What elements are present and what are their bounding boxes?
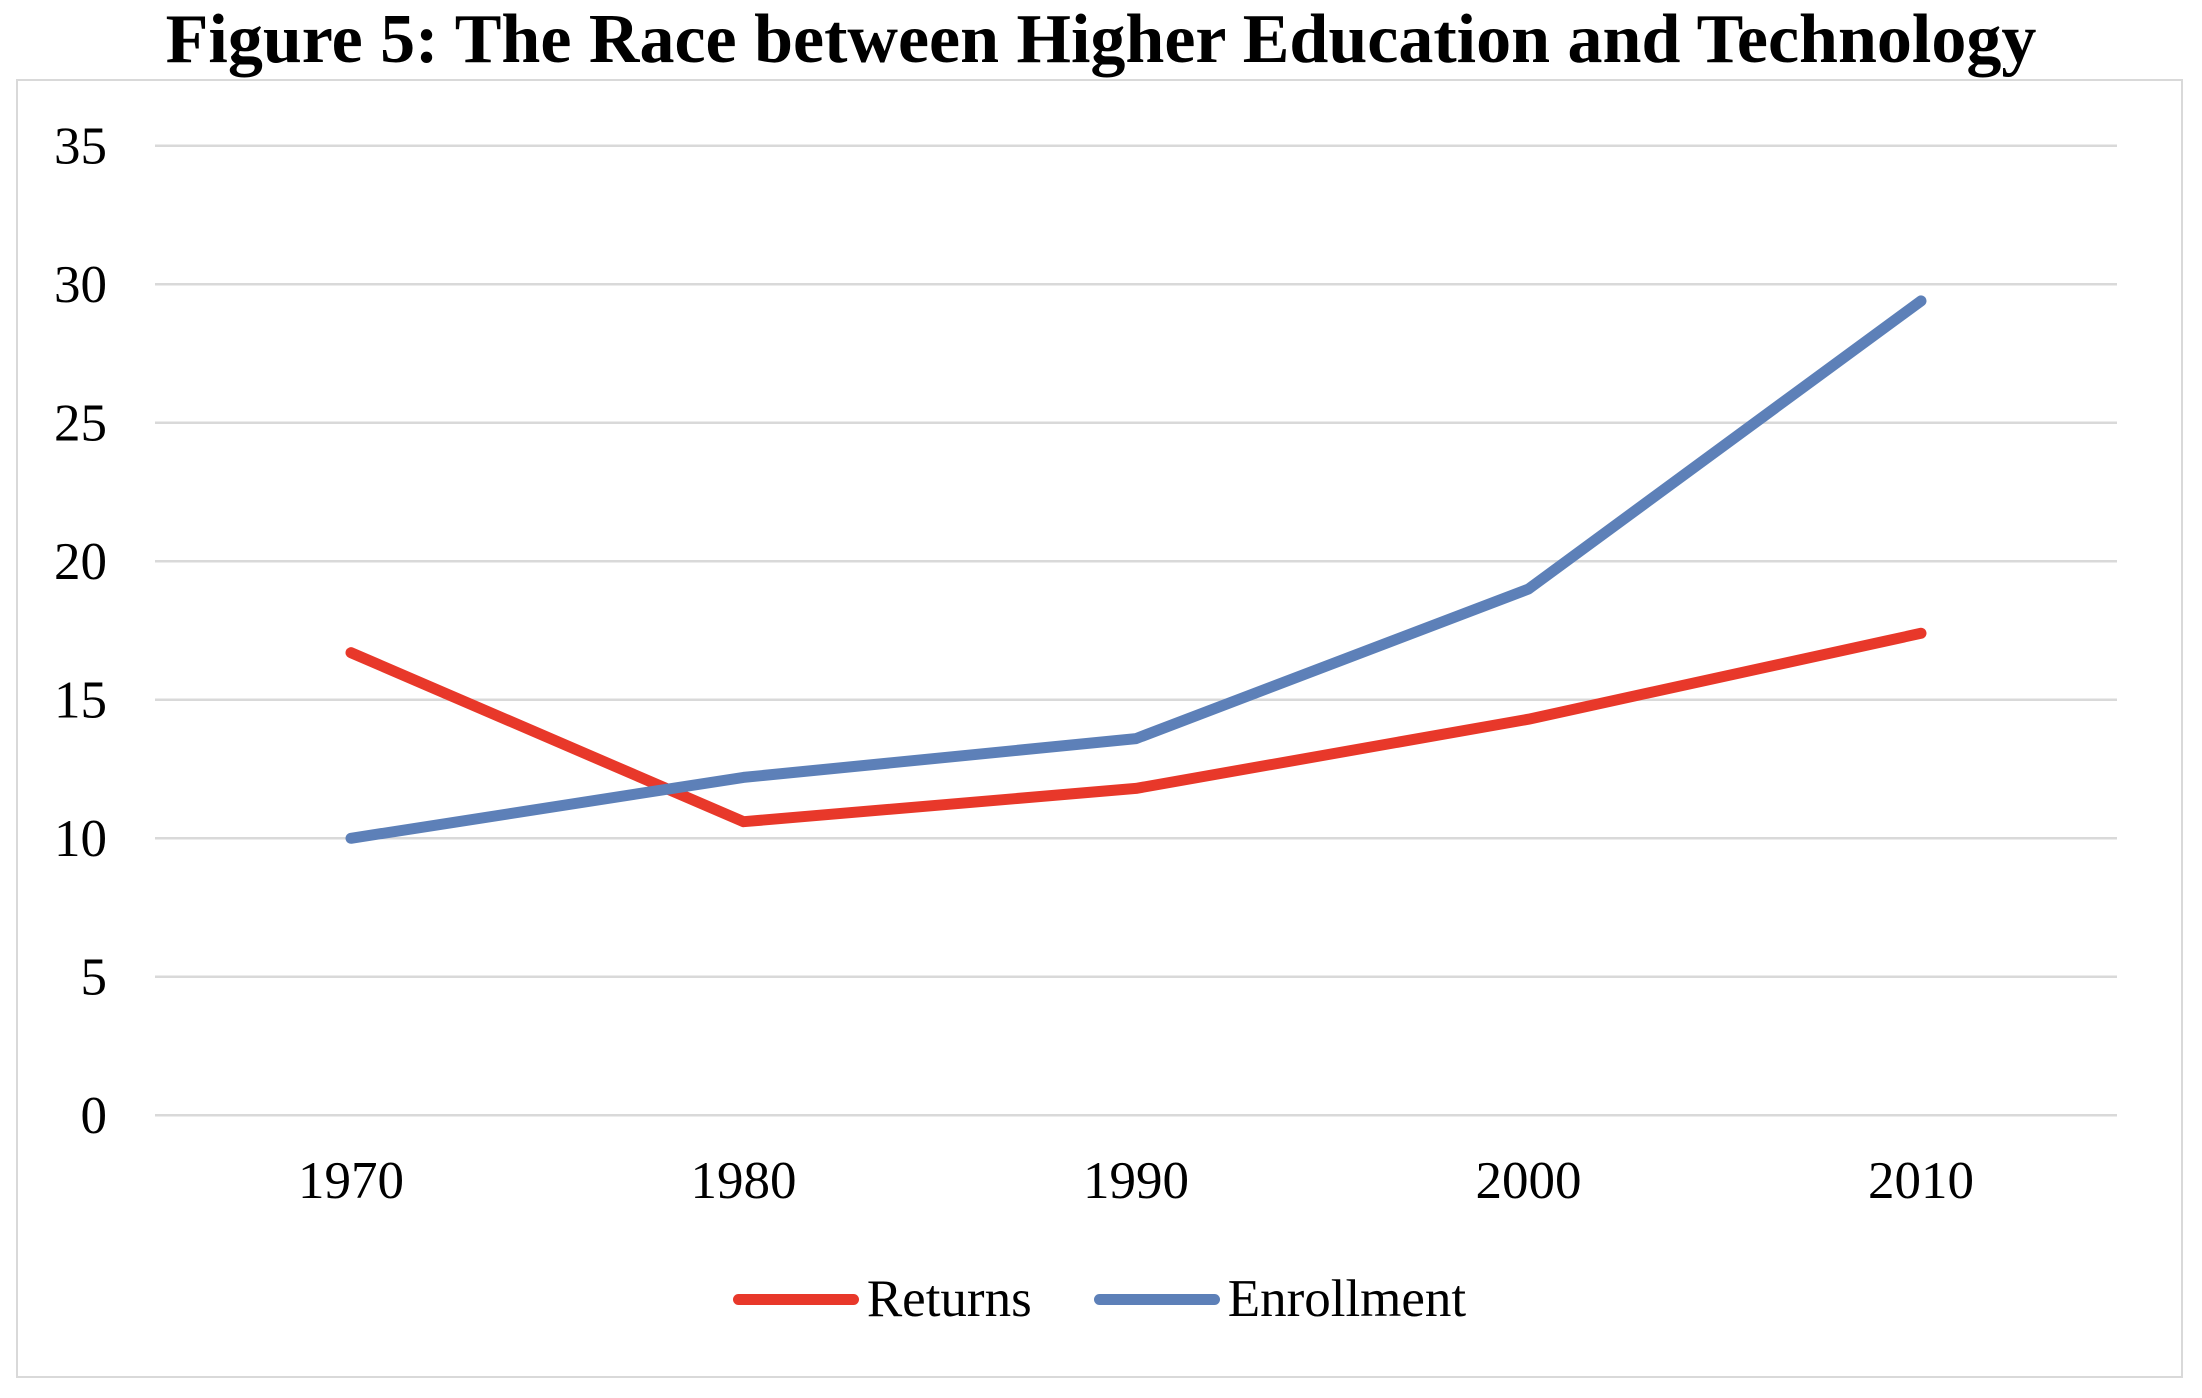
y-axis-tick-label: 0 bbox=[81, 1087, 108, 1145]
y-axis-tick-label: 25 bbox=[54, 394, 107, 452]
x-axis-tick-label: 1990 bbox=[1083, 1152, 1189, 1210]
enrollment-line-swatch-icon bbox=[1093, 1293, 1220, 1305]
legend-label-returns: Returns bbox=[866, 1269, 1032, 1328]
y-axis-tick-label: 35 bbox=[54, 117, 107, 175]
returns-line bbox=[345, 627, 1927, 828]
y-axis-tick-label: 10 bbox=[54, 810, 107, 868]
legend-label-enrollment: Enrollment bbox=[1227, 1269, 1467, 1328]
x-axis-tick-label: 1980 bbox=[691, 1152, 797, 1210]
chart-title: Figure 5: The Race between Higher Educat… bbox=[165, 1, 2037, 78]
y-axis-tick-label: 15 bbox=[54, 671, 107, 729]
enrollment-line bbox=[345, 295, 1927, 844]
legend-item-enrollment: Enrollment bbox=[1093, 1269, 1467, 1328]
x-axis-tick-label: 2000 bbox=[1476, 1152, 1582, 1210]
x-axis-tick-label: 1970 bbox=[298, 1152, 404, 1210]
chart-legend: Returns Enrollment bbox=[18, 1271, 2181, 1327]
legend-item-returns: Returns bbox=[732, 1269, 1032, 1328]
y-axis-tick-label: 20 bbox=[54, 533, 107, 591]
x-axis-tick-label: 2010 bbox=[1868, 1152, 1974, 1210]
chart-figure: 0 5 10 15 20 25 30 35 1970 1980 1990 2000 2010 Retur… bbox=[16, 79, 2183, 1378]
returns-line-swatch-icon bbox=[732, 1293, 859, 1305]
y-axis-tick-label: 5 bbox=[81, 948, 108, 1006]
y-axis-tick-label: 30 bbox=[54, 256, 107, 314]
line-chart: 0 5 10 15 20 25 30 35 1970 1980 1990 2000 2010 bbox=[54, 117, 2117, 1210]
